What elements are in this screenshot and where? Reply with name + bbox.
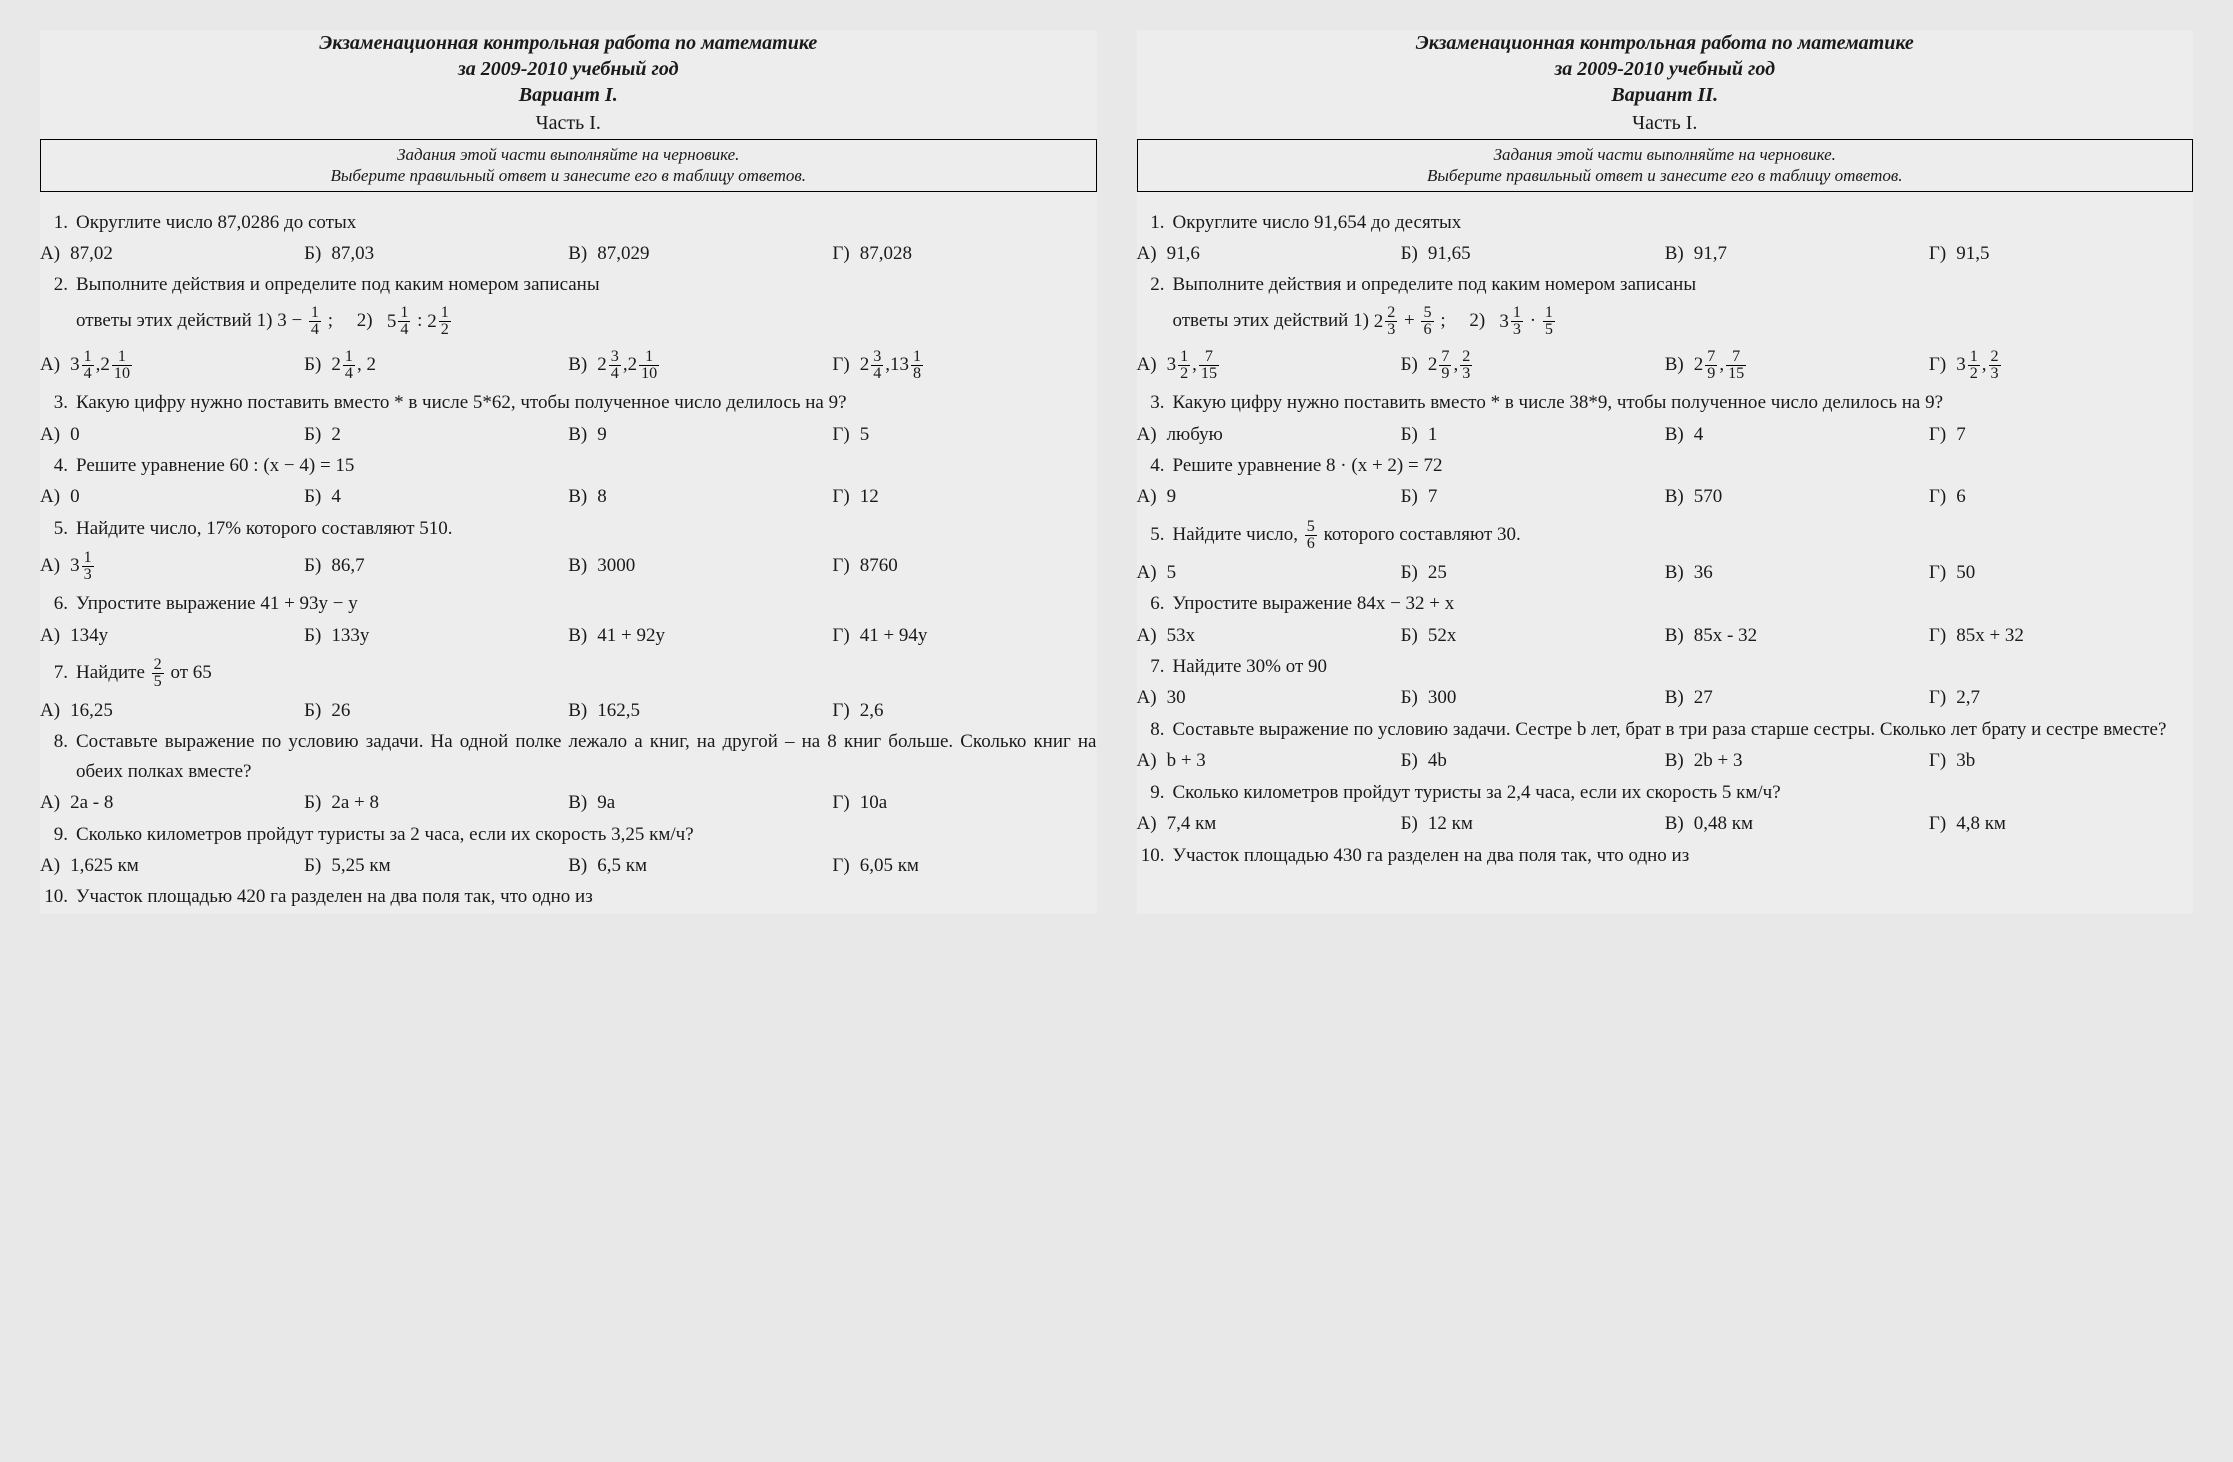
opt-b: Б) 214, 2 <box>304 344 568 386</box>
question-10: 10.Участок площадью 430 га разделен на д… <box>1137 841 2194 870</box>
question-3: 3.Какую цифру нужно поставить вместо * в… <box>40 388 1097 417</box>
question-2: 2.Выполните действия и определите под ка… <box>40 270 1097 342</box>
instructions-box: Задания этой части выполняйте на чернови… <box>40 139 1097 192</box>
problems: 1.Округлите число 91,654 до десятых А)91… <box>1137 208 2194 871</box>
instructions-box: Задания этой части выполняйте на чернови… <box>1137 139 2194 192</box>
opt-d: Г)87,028 <box>832 239 1096 268</box>
opt-d: Г) 234, 1318 <box>832 344 1096 386</box>
question-6: 6.Упростите выражение 84x − 32 + x <box>1137 589 2194 618</box>
question-2: 2.Выполните действия и определите под ка… <box>1137 270 2194 342</box>
question-1: 1.Округлите число 91,654 до десятых <box>1137 208 2194 237</box>
question-1: 1. Округлите число 87,0286 до сотых <box>40 208 1097 237</box>
question-5: 5.Найдите число, 17% которого составляют… <box>40 514 1097 543</box>
question-7: 7.Найдите 30% от 90 <box>1137 652 2194 681</box>
title-line1: Экзаменационная контрольная работа по ма… <box>40 30 1097 56</box>
question-9: 9.Сколько километров пройдут туристы за … <box>40 820 1097 849</box>
options-2: А) 312, 715 Б) 279, 23 В) 279, 715 Г) 31… <box>1137 344 2194 386</box>
question-9: 9.Сколько километров пройдут туристы за … <box>1137 778 2194 807</box>
opt-b: Б)87,03 <box>304 239 568 268</box>
options-5: А)5 Б)25 В)36 Г)50 <box>1137 558 2194 587</box>
title-line3: Вариант II. <box>1137 82 2194 108</box>
options-8: А)2a - 8 Б)2a + 8 В)9a Г)10a <box>40 788 1097 817</box>
q-num: 1. <box>40 208 68 237</box>
q2-expr: ответы этих действий 1) 3 − 14 ; 2) 514 … <box>40 300 1097 343</box>
options-9: А)7,4 км Б)12 км В)0,48 км Г)4,8 км <box>1137 809 2194 838</box>
opt-a: А) 314, 2110 <box>40 344 304 386</box>
question-6: 6.Упростите выражение 41 + 93y − y <box>40 589 1097 618</box>
question-4: 4.Решите уравнение 8 · (x + 2) = 72 <box>1137 451 2194 480</box>
options-3: А)любую Б)1 В)4 Г)7 <box>1137 420 2194 449</box>
problems: 1. Округлите число 87,0286 до сотых А)87,… <box>40 208 1097 912</box>
page-variant-2: Экзаменационная контрольная работа по ма… <box>1137 30 2194 914</box>
title-line2: за 2009-2010 учебный год <box>40 56 1097 82</box>
options-5: А)313 Б)86,7 В)3000 Г)8760 <box>40 545 1097 587</box>
title-line1: Экзаменационная контрольная работа по ма… <box>1137 30 2194 56</box>
title-block: Экзаменационная контрольная работа по ма… <box>40 30 1097 108</box>
q2-expr: ответы этих действий 1) 223 + 56 ; 2) 31… <box>1137 300 2194 343</box>
options-3: А)0 Б)2 В)9 Г)5 <box>40 420 1097 449</box>
options-9: А)1,625 км Б)5,25 км В)6,5 км Г)6,05 км <box>40 851 1097 880</box>
question-3: 3.Какую цифру нужно поставить вместо * в… <box>1137 388 2194 417</box>
page-variant-1: Экзаменационная контрольная работа по ма… <box>40 30 1097 914</box>
question-10: 10.Участок площадью 420 га разделен на д… <box>40 882 1097 911</box>
options-4: А)9 Б)7 В)570 Г)6 <box>1137 482 2194 511</box>
part-label: Часть I. <box>1137 112 2194 135</box>
question-5: 5.Найдите число, 56 которого составляют … <box>1137 514 2194 556</box>
q-text: Округлите число 87,0286 до сотых <box>76 212 356 233</box>
options-8: А)b + 3 Б)4b В)2b + 3 Г)3b <box>1137 746 2194 775</box>
opt-c: В) 234, 2110 <box>568 344 832 386</box>
instr-line1: Задания этой части выполняйте на чернови… <box>51 144 1086 165</box>
options-6: А)53x Б)52x В)85x - 32 Г)85x + 32 <box>1137 621 2194 650</box>
options-1: А)87,02 Б)87,03 В)87,029 Г)87,028 <box>40 239 1097 268</box>
options-1: А)91,6 Б)91,65 В)91,7 Г)91,5 <box>1137 239 2194 268</box>
instr-line2: Выберите правильный ответ и занесите его… <box>1148 165 2183 186</box>
instr-line2: Выберите правильный ответ и занесите его… <box>51 165 1086 186</box>
instr-line1: Задания этой части выполняйте на чернови… <box>1148 144 2183 165</box>
opt-a: А)87,02 <box>40 239 304 268</box>
question-7: 7.Найдите 25 от 65 <box>40 652 1097 694</box>
title-line2: за 2009-2010 учебный год <box>1137 56 2194 82</box>
options-4: А)0 Б)4 В)8 Г)12 <box>40 482 1097 511</box>
options-2: А) 314, 2110 Б) 214, 2 В) 234, 2110 Г) 2… <box>40 344 1097 386</box>
title-line3: Вариант I. <box>40 82 1097 108</box>
question-8: 8.Составьте выражение по условию задачи.… <box>40 727 1097 786</box>
options-7: А)16,25 Б)26 В)162,5 Г)2,6 <box>40 696 1097 725</box>
question-8: 8.Составьте выражение по условию задачи.… <box>1137 715 2194 744</box>
options-7: А)30 Б)300 В)27 Г)2,7 <box>1137 683 2194 712</box>
part-label: Часть I. <box>40 112 1097 135</box>
opt-c: В)87,029 <box>568 239 832 268</box>
options-6: А)134y Б)133y В)41 + 92y Г)41 + 94y <box>40 621 1097 650</box>
question-4: 4.Решите уравнение 60 : (x − 4) = 15 <box>40 451 1097 480</box>
title-block: Экзаменационная контрольная работа по ма… <box>1137 30 2194 108</box>
